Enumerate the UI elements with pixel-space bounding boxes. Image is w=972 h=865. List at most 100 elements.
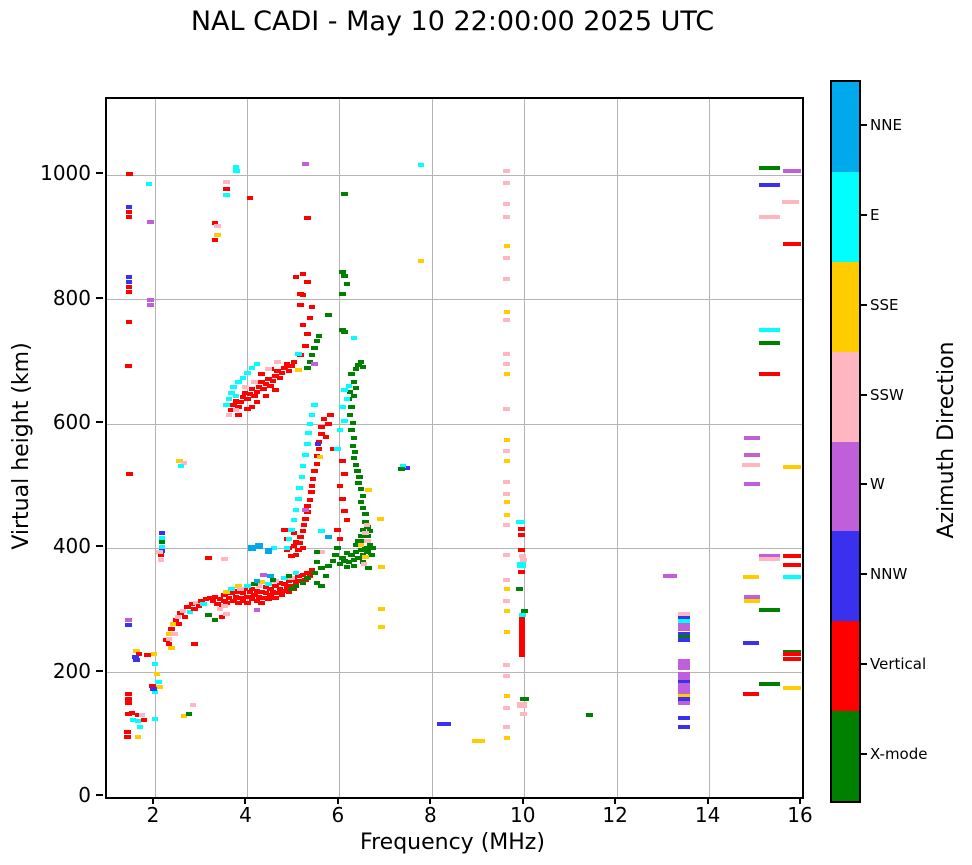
data-point [678, 700, 690, 705]
data-point [518, 547, 525, 552]
data-point [244, 601, 251, 606]
data-point [211, 617, 219, 622]
data-point [189, 703, 197, 707]
data-point [125, 204, 133, 209]
data-point [678, 683, 690, 688]
colorbar-tick-mark [861, 573, 867, 576]
data-point [174, 614, 182, 619]
data-point [503, 215, 510, 220]
data-point [232, 408, 240, 413]
data-point [267, 593, 274, 597]
data-point [258, 589, 265, 594]
data-point [305, 431, 312, 436]
data-point [352, 367, 360, 372]
data-point [341, 274, 348, 279]
data-point [258, 579, 265, 584]
colorbar-tick-mark [861, 393, 867, 396]
x-tick-mark [799, 797, 801, 804]
colorbar-category-label: X-mode [870, 745, 928, 764]
data-point [678, 693, 690, 698]
data-point [320, 417, 327, 422]
data-point [200, 602, 207, 607]
data-point [503, 479, 510, 484]
data-point [288, 527, 295, 532]
data-point [295, 496, 302, 501]
data-point [211, 238, 219, 243]
data-point [138, 713, 146, 717]
data-point [126, 471, 133, 476]
data-point [783, 649, 801, 654]
data-point [744, 452, 761, 457]
x-tick-mark [614, 797, 617, 804]
data-point [251, 394, 258, 399]
data-point [302, 162, 309, 167]
y-tick-label: 800 [52, 285, 91, 310]
data-point [153, 671, 161, 676]
data-point [295, 547, 302, 552]
x-tick-label: 8 [423, 803, 437, 827]
data-point [300, 522, 308, 527]
data-point [503, 513, 510, 518]
data-point [276, 580, 284, 585]
data-point [158, 540, 166, 545]
data-point [322, 434, 330, 439]
data-point [177, 611, 184, 615]
colorbar-segment-e [832, 171, 859, 262]
data-point [270, 546, 278, 551]
data-point [663, 574, 678, 579]
data-point [207, 596, 214, 601]
data-point [269, 378, 277, 383]
data-point [151, 662, 159, 666]
data-point [165, 642, 173, 647]
data-point [519, 553, 526, 558]
data-point [288, 583, 295, 588]
data-point [128, 711, 136, 716]
data-point [743, 575, 760, 579]
data-point [237, 586, 244, 591]
data-point [678, 638, 690, 643]
data-point [518, 532, 525, 537]
data-point [202, 597, 210, 602]
data-point [311, 469, 318, 474]
y-tick-label: 1000 [40, 161, 91, 186]
data-point [348, 428, 355, 433]
data-point [125, 210, 133, 215]
data-point [359, 527, 367, 532]
data-point [216, 607, 223, 612]
x-tick-label: 2 [146, 803, 160, 827]
data-point [241, 384, 249, 389]
data-point [362, 546, 369, 551]
data-point [248, 366, 256, 371]
data-point [124, 729, 131, 734]
data-point [350, 456, 357, 461]
y-tick-mark [96, 421, 103, 424]
data-point [503, 705, 510, 710]
data-point [302, 453, 309, 458]
colorbar-label: Azimuth Direction [934, 341, 959, 539]
data-point [255, 542, 263, 549]
gridline-vertical [431, 99, 433, 797]
data-point [262, 394, 270, 399]
data-point [345, 560, 353, 565]
data-point [180, 714, 188, 719]
data-point [783, 575, 801, 579]
data-point [518, 647, 525, 654]
data-point [221, 603, 228, 608]
data-point [125, 319, 133, 324]
data-point [195, 603, 203, 608]
data-point [339, 291, 346, 296]
data-point [155, 680, 162, 684]
data-point [191, 642, 198, 647]
data-point [221, 593, 228, 597]
data-point [362, 519, 369, 524]
data-point [742, 462, 760, 467]
gridline-horizontal [107, 174, 802, 176]
colorbar-category-label: NNE [870, 115, 902, 134]
data-point [225, 596, 233, 601]
data-point [125, 280, 133, 285]
data-point [313, 560, 321, 565]
data-point [228, 591, 235, 596]
data-point [296, 485, 303, 490]
data-point [135, 652, 143, 656]
data-point [325, 313, 332, 318]
